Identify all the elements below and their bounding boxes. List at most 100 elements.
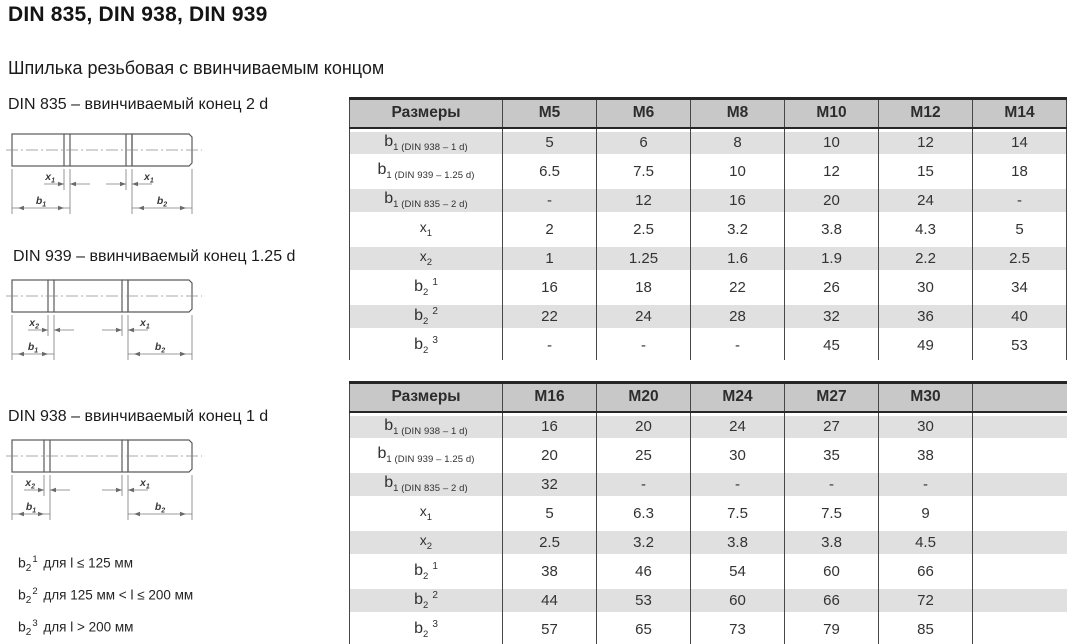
value-cell: 24 — [878, 185, 973, 215]
dim-label-x-right: x1 — [139, 317, 150, 331]
table-row: b1 (DIN 938 – 1 d) 5 6 8 10 12 14 — [349, 127, 1067, 157]
row-label-main: b — [414, 590, 423, 608]
column-header: M10 — [784, 97, 879, 129]
row-label: b21 — [349, 272, 503, 302]
row-label-sup: 1 — [432, 276, 438, 288]
column-header: M5 — [502, 97, 597, 129]
value-cell: 4.3 — [878, 214, 973, 244]
dim-label-x-left: x2 — [28, 317, 39, 331]
table-row: b1 (DIN 835 – 2 d) 32- - - - — [349, 469, 1067, 499]
value-cell — [972, 498, 1067, 528]
column-header: M14 — [972, 97, 1067, 129]
value-cell: 22 — [690, 272, 785, 302]
value-cell: 7.5 — [596, 156, 691, 186]
value-cell: - — [502, 185, 597, 215]
row-label-main: b — [377, 161, 387, 178]
value-cell: 12 — [784, 156, 879, 186]
arrowhead — [50, 487, 56, 493]
dim-label-b2: b2 — [155, 501, 165, 515]
value-cell: 6.5 — [502, 156, 597, 186]
table-row: x2 2.5 3.2 3.8 3.8 4.5 — [349, 527, 1067, 557]
row-label: b21 — [349, 556, 503, 586]
footnote-sub: 2 — [25, 627, 32, 639]
value-cell: 22 — [502, 301, 597, 331]
table-row: x1 2 2.5 3.2 3.8 4.3 5 — [349, 214, 1067, 244]
value-cell: 60 — [784, 556, 879, 586]
value-cell: 20 — [502, 440, 597, 470]
stud-drawing: x2 x1 b1 b2 — [6, 279, 202, 360]
value-cell: 12 — [878, 127, 973, 157]
column-header: M27 — [784, 381, 879, 413]
value-cell: 27 — [784, 411, 879, 441]
row-label: x2 — [349, 527, 503, 557]
row-label: b1 (DIN 835 – 2 d) — [349, 185, 503, 215]
value-cell: 60 — [690, 585, 785, 615]
value-cell: 79 — [784, 614, 879, 644]
table-row: b23 57 65 73 79 85 — [349, 614, 1067, 644]
row-label: b1 (DIN 938 – 1 d) — [349, 127, 503, 157]
value-cell: 18 — [972, 156, 1067, 186]
row-label-sup: 2 — [432, 305, 438, 317]
drawing-caption-2: DIN 939 – ввинчиваемый конец 1.25 d — [13, 248, 296, 265]
value-cell: 1.6 — [690, 243, 785, 273]
value-cell — [972, 614, 1067, 644]
table-row: b22 22 24 28 32 36 40 — [349, 301, 1067, 331]
column-header: M8 — [690, 97, 785, 129]
row-label-sub: 1 (DIN 938 – 1 d) — [393, 425, 468, 437]
value-cell: 8 — [690, 127, 785, 157]
value-cell: 28 — [690, 301, 785, 331]
row-label-main: b — [384, 416, 394, 434]
column-header: M20 — [596, 381, 691, 413]
arrowhead — [128, 487, 134, 493]
value-cell: 66 — [784, 585, 879, 615]
page-subtitle: Шпилька резьбовая с ввинчиваемым концом — [8, 58, 385, 78]
value-cell — [972, 440, 1067, 470]
table-wrap-2: Размеры M16 M20 M24 M27 M30 b1 (DIN 938 – 1 d)… — [349, 381, 1067, 644]
table-row: b1 (DIN 939 – 1.25 d) 6.5 7.5 10 12 15 18 — [349, 156, 1067, 186]
footnote-1: b21 для l ≤ 125 мм — [18, 554, 133, 574]
value-cell: 32 — [502, 469, 597, 499]
row-label-main: b — [414, 277, 423, 295]
value-cell: 72 — [878, 585, 973, 615]
row-label: b1 (DIN 939 – 1.25 d) — [349, 440, 503, 470]
value-cell: 73 — [690, 614, 785, 644]
row-label-main: b — [414, 335, 423, 353]
value-cell: 32 — [784, 301, 879, 331]
column-header: Размеры — [349, 381, 503, 413]
footnote-symbol: b — [18, 554, 26, 571]
value-cell: 15 — [878, 156, 973, 186]
arrowhead — [70, 181, 76, 187]
arrowhead — [54, 327, 60, 333]
row-label-main: b — [384, 474, 394, 491]
dimension-table-2: Размеры M16 M20 M24 M27 M30 b1 (DIN 938 – 1 d)… — [349, 381, 1067, 644]
value-cell: 16 — [690, 185, 785, 215]
dim-label-b2: b2 — [155, 341, 165, 355]
row-label-main: b — [384, 190, 394, 207]
header-row: Размеры M5 M6 M8 M10 M12 M14 — [349, 97, 1067, 129]
value-cell: 20 — [784, 185, 879, 215]
footnote-sup: 3 — [32, 618, 38, 629]
dim-label-x-right: x1 — [139, 477, 150, 491]
value-cell: 1.9 — [784, 243, 879, 273]
value-cell: 18 — [596, 272, 691, 302]
table-row: b22 44 53 60 66 72 — [349, 585, 1067, 615]
footnote-text: для 125 мм < l ≤ 200 мм — [39, 587, 194, 603]
value-cell: 49 — [878, 330, 973, 360]
value-cell: - — [596, 330, 691, 360]
row-label-sub: 2 — [422, 286, 429, 298]
value-cell: 85 — [878, 614, 973, 644]
value-cell: 3.8 — [784, 214, 879, 244]
row-label-sub: 2 — [422, 344, 429, 356]
value-cell: 53 — [596, 585, 691, 615]
row-label-sub: 2 — [426, 257, 433, 268]
value-cell: 44 — [502, 585, 597, 615]
arrowhead — [180, 205, 186, 211]
value-cell: 54 — [690, 556, 785, 586]
value-cell: 36 — [878, 301, 973, 331]
column-header — [972, 381, 1067, 413]
value-cell — [972, 527, 1067, 557]
value-cell — [972, 469, 1067, 499]
arrowhead — [120, 181, 126, 187]
value-cell: 66 — [878, 556, 973, 586]
arrowhead — [138, 205, 144, 211]
